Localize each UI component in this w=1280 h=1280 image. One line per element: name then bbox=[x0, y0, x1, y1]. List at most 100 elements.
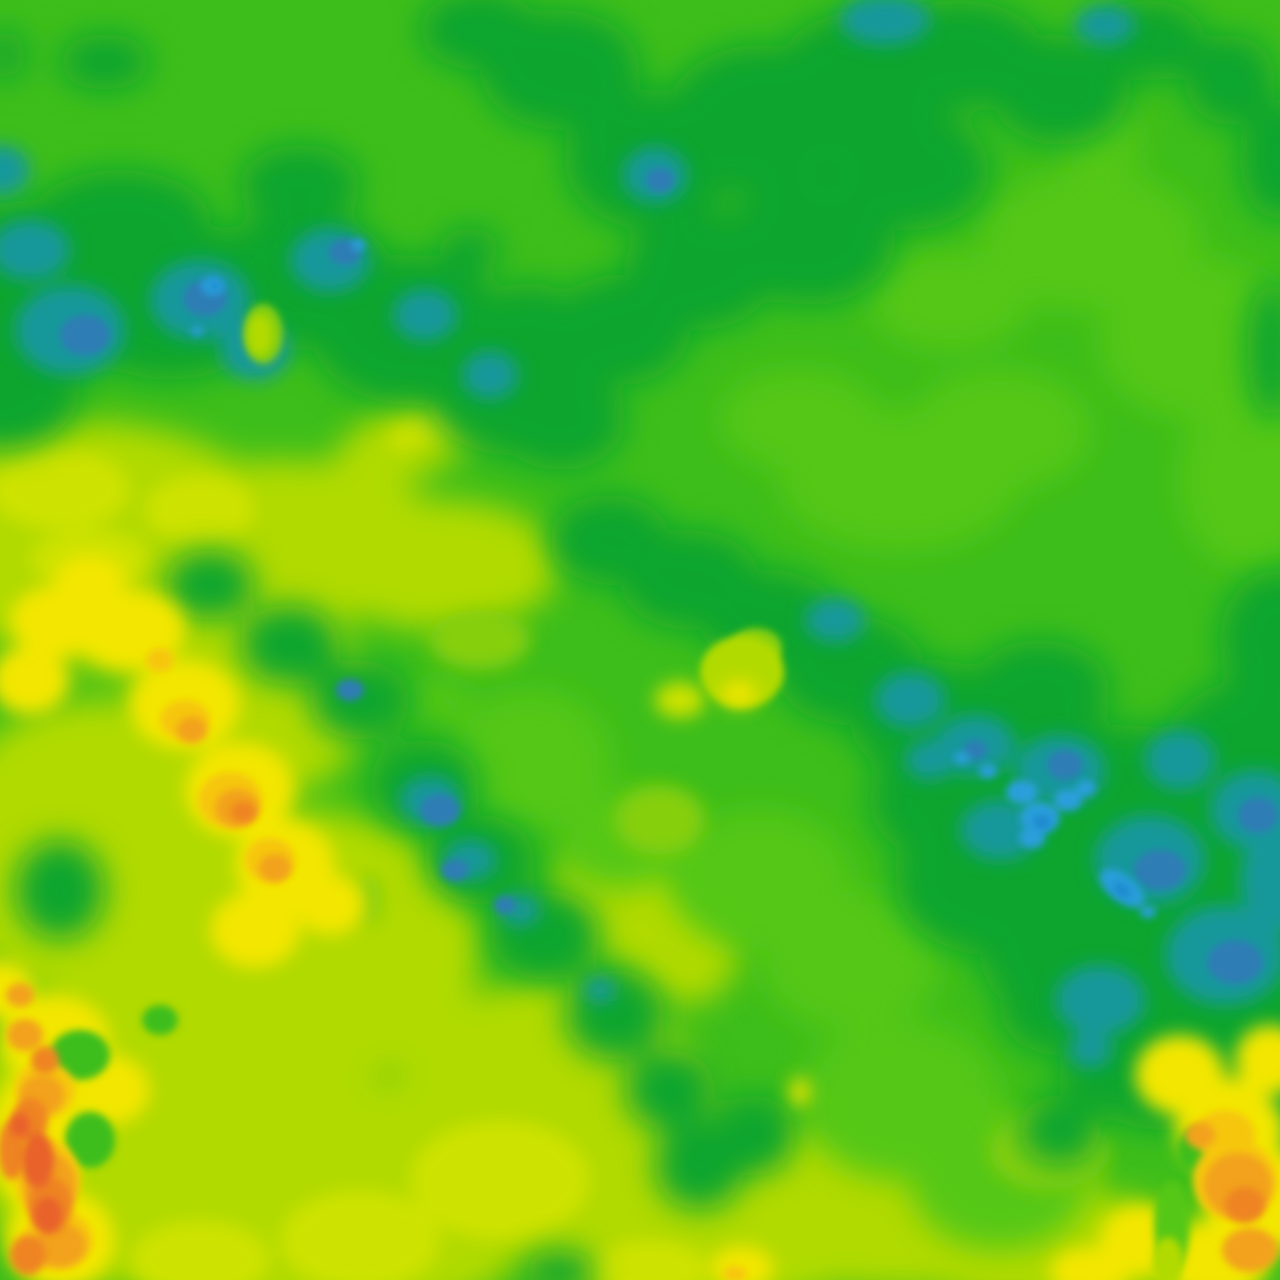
blob bbox=[1238, 797, 1278, 833]
blob bbox=[1152, 1237, 1184, 1280]
hot-orange-deep-cores bbox=[10, 1113, 62, 1233]
blob bbox=[145, 475, 255, 545]
blob bbox=[875, 672, 945, 728]
blob bbox=[615, 785, 705, 855]
blob bbox=[805, 598, 865, 642]
blob bbox=[1033, 815, 1051, 829]
blob bbox=[290, 228, 370, 292]
blob bbox=[1020, 1095, 1100, 1165]
blob bbox=[231, 802, 255, 822]
blob bbox=[960, 800, 1040, 860]
blob bbox=[963, 740, 987, 760]
blob bbox=[1068, 1032, 1112, 1068]
blob bbox=[31, 1046, 59, 1074]
blob bbox=[6, 983, 34, 1007]
blob bbox=[790, 1078, 810, 1106]
blob bbox=[34, 1197, 62, 1233]
blob bbox=[142, 1005, 178, 1035]
blob bbox=[480, 10, 640, 130]
blob bbox=[1019, 828, 1045, 848]
blob bbox=[1235, 1025, 1280, 1095]
blob bbox=[1247, 280, 1280, 420]
blob bbox=[0, 645, 70, 715]
blob bbox=[60, 34, 150, 90]
blob bbox=[1225, 1187, 1265, 1223]
blob bbox=[55, 555, 125, 605]
blob bbox=[655, 682, 705, 718]
corner-lime-strip bbox=[1152, 1237, 1184, 1280]
blob bbox=[50, 1030, 110, 1080]
blob bbox=[15, 840, 105, 940]
blob bbox=[130, 1220, 270, 1280]
blob bbox=[625, 1050, 715, 1130]
blob bbox=[60, 315, 110, 355]
blob bbox=[0, 145, 30, 195]
blob bbox=[440, 228, 500, 272]
blob bbox=[191, 326, 203, 336]
blob bbox=[990, 35, 1130, 145]
blob bbox=[30, 170, 210, 270]
blob bbox=[1180, 390, 1280, 570]
blob bbox=[1145, 730, 1215, 790]
blob bbox=[1047, 750, 1083, 780]
blob bbox=[430, 610, 530, 670]
blob bbox=[10, 1235, 46, 1275]
blob bbox=[1006, 780, 1038, 804]
blob bbox=[320, 500, 560, 630]
blob bbox=[954, 752, 970, 764]
blob bbox=[34, 1223, 86, 1267]
blob bbox=[1207, 940, 1263, 984]
blob bbox=[295, 875, 365, 935]
blob bbox=[1240, 830, 1280, 930]
blob bbox=[1185, 1122, 1215, 1148]
blob bbox=[905, 740, 955, 780]
blob bbox=[495, 282, 565, 338]
blob bbox=[210, 892, 300, 968]
blob bbox=[1140, 906, 1156, 918]
blob bbox=[700, 636, 784, 708]
blob bbox=[525, 1250, 595, 1280]
blob bbox=[646, 168, 674, 192]
blob bbox=[1240, 100, 1280, 220]
blob bbox=[840, 0, 930, 45]
blob bbox=[870, 250, 1030, 350]
blob bbox=[1055, 965, 1145, 1035]
blob bbox=[715, 1095, 795, 1175]
blob bbox=[0, 450, 130, 530]
blob bbox=[248, 315, 272, 355]
blob bbox=[259, 854, 291, 882]
blob bbox=[210, 282, 220, 290]
blob bbox=[0, 30, 25, 80]
blob bbox=[1100, 260, 1280, 420]
blob bbox=[495, 370, 625, 470]
blob bbox=[970, 640, 1110, 740]
blob bbox=[146, 648, 174, 672]
blob bbox=[584, 977, 616, 1003]
blob bbox=[310, 660, 410, 740]
blob bbox=[441, 859, 469, 881]
blob bbox=[590, 1240, 710, 1280]
warm-valley-wedges-core bbox=[248, 315, 784, 708]
blob bbox=[565, 970, 665, 1060]
blob bbox=[450, 690, 610, 830]
blob bbox=[720, 370, 880, 470]
blob bbox=[420, 794, 460, 826]
blob bbox=[177, 717, 207, 743]
blob bbox=[462, 351, 518, 399]
blob bbox=[721, 681, 757, 707]
blob bbox=[410, 680, 470, 720]
blob bbox=[1220, 570, 1280, 710]
blob bbox=[240, 605, 340, 685]
blob bbox=[979, 764, 997, 778]
blob bbox=[336, 679, 364, 701]
blob bbox=[410, 1120, 590, 1240]
blob bbox=[1195, 1110, 1255, 1160]
blob bbox=[1054, 789, 1082, 811]
blob bbox=[10, 1113, 30, 1137]
blob bbox=[1222, 1228, 1278, 1272]
blob bbox=[1134, 850, 1186, 890]
blob bbox=[1076, 780, 1096, 796]
blob bbox=[0, 220, 70, 280]
blob bbox=[1113, 882, 1131, 898]
